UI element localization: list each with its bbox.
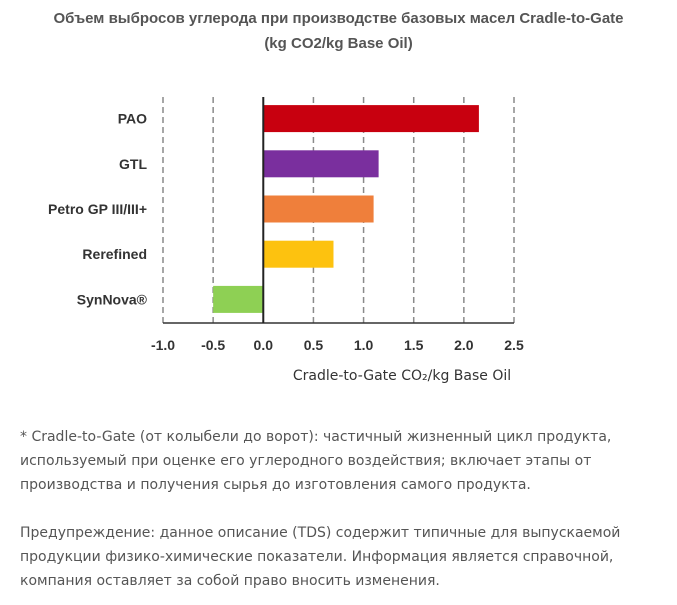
bar-3 bbox=[263, 240, 334, 268]
definition-note: * Cradle-to-Gate (от колыбели до ворот):… bbox=[20, 429, 612, 493]
bar-4 bbox=[213, 285, 264, 313]
chart-subtitle: (kg CO2/kg Base Oil) bbox=[264, 35, 413, 52]
tick-label-2: 0.0 bbox=[254, 337, 274, 353]
category-label-2: Petro GP III/III+ bbox=[48, 201, 147, 217]
category-label-0: PAO bbox=[118, 111, 147, 127]
bar-0 bbox=[263, 105, 479, 133]
tick-label-5: 1.5 bbox=[404, 337, 424, 353]
tick-label-4: 1.0 bbox=[354, 337, 374, 353]
bar-1 bbox=[263, 150, 379, 178]
tick-label-0: -1.0 bbox=[151, 337, 175, 353]
bar-chart: PAO GTL Petro GP III/III+ Rerefined SynNova®… bbox=[48, 97, 524, 384]
tick-label-6: 2.0 bbox=[454, 337, 474, 353]
category-label-4: SynNova® bbox=[77, 291, 148, 307]
category-label-3: Rerefined bbox=[82, 246, 147, 262]
chart-title: Объем выбросов углерода при производстве… bbox=[53, 10, 624, 27]
x-axis-label: Cradle-to-Gate CO₂/kg Base Oil bbox=[293, 368, 511, 384]
tick-label-7: 2.5 bbox=[504, 337, 524, 353]
tick-label-1: -0.5 bbox=[201, 337, 225, 353]
tick-label-3: 0.5 bbox=[304, 337, 324, 353]
bar-2 bbox=[263, 195, 374, 223]
disclaimer-note: Предупреждение: данное описание (TDS) со… bbox=[20, 525, 621, 589]
category-label-1: GTL bbox=[119, 156, 147, 172]
